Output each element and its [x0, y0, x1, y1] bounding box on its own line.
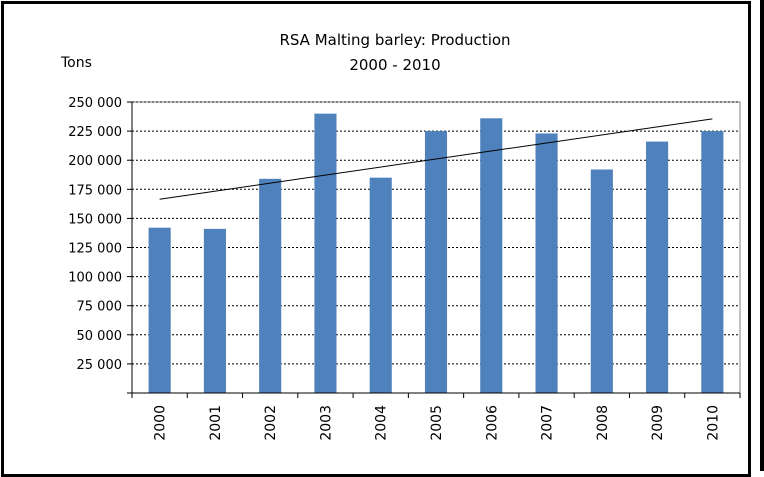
x-tick-label: 2000	[153, 405, 169, 441]
x-tick-label: 2003	[318, 405, 334, 441]
bar-2002	[259, 178, 282, 393]
bar-2007	[535, 133, 558, 394]
y-tick-label: 150 000	[68, 212, 122, 227]
bar-2008	[590, 169, 613, 393]
bar-2006	[480, 118, 503, 394]
y-tick-label: 100 000	[68, 271, 122, 286]
window-edge	[760, 0, 764, 471]
bar-2005	[424, 131, 448, 393]
chart-title: RSA Malting barley: Production	[279, 31, 510, 49]
y-tick-label: 225 000	[68, 125, 122, 140]
y-tick-label: 175 000	[68, 183, 122, 198]
y-axis-label: Tons	[60, 55, 92, 71]
bar-2003	[314, 113, 337, 393]
y-tick-label: 200 000	[68, 154, 122, 169]
bar-2004	[369, 177, 392, 393]
bar-2001	[203, 228, 226, 393]
x-tick-label: 2008	[595, 405, 611, 441]
y-tick-label: 25 000	[77, 358, 123, 373]
bar-2000	[148, 227, 171, 393]
x-tick-label: 2007	[540, 405, 556, 441]
x-tick-label: 2005	[429, 405, 445, 441]
y-tick-label: 125 000	[68, 242, 122, 257]
y-tick-label: 50 000	[77, 329, 123, 344]
y-tick-label: 250 000	[68, 96, 122, 111]
x-tick-label: 2002	[263, 405, 279, 441]
bar-2009	[646, 141, 669, 393]
bar-2010	[701, 131, 724, 393]
chart-subtitle: 2000 - 2010	[349, 56, 440, 74]
x-tick-label: 2001	[208, 405, 224, 441]
x-tick-label: 2009	[650, 405, 666, 441]
x-tick-label: 2004	[374, 405, 390, 441]
x-tick-label: 2006	[484, 405, 500, 441]
trendline	[159, 118, 713, 200]
x-tick-label: 2010	[705, 405, 721, 441]
y-tick-label: 75 000	[77, 300, 123, 315]
